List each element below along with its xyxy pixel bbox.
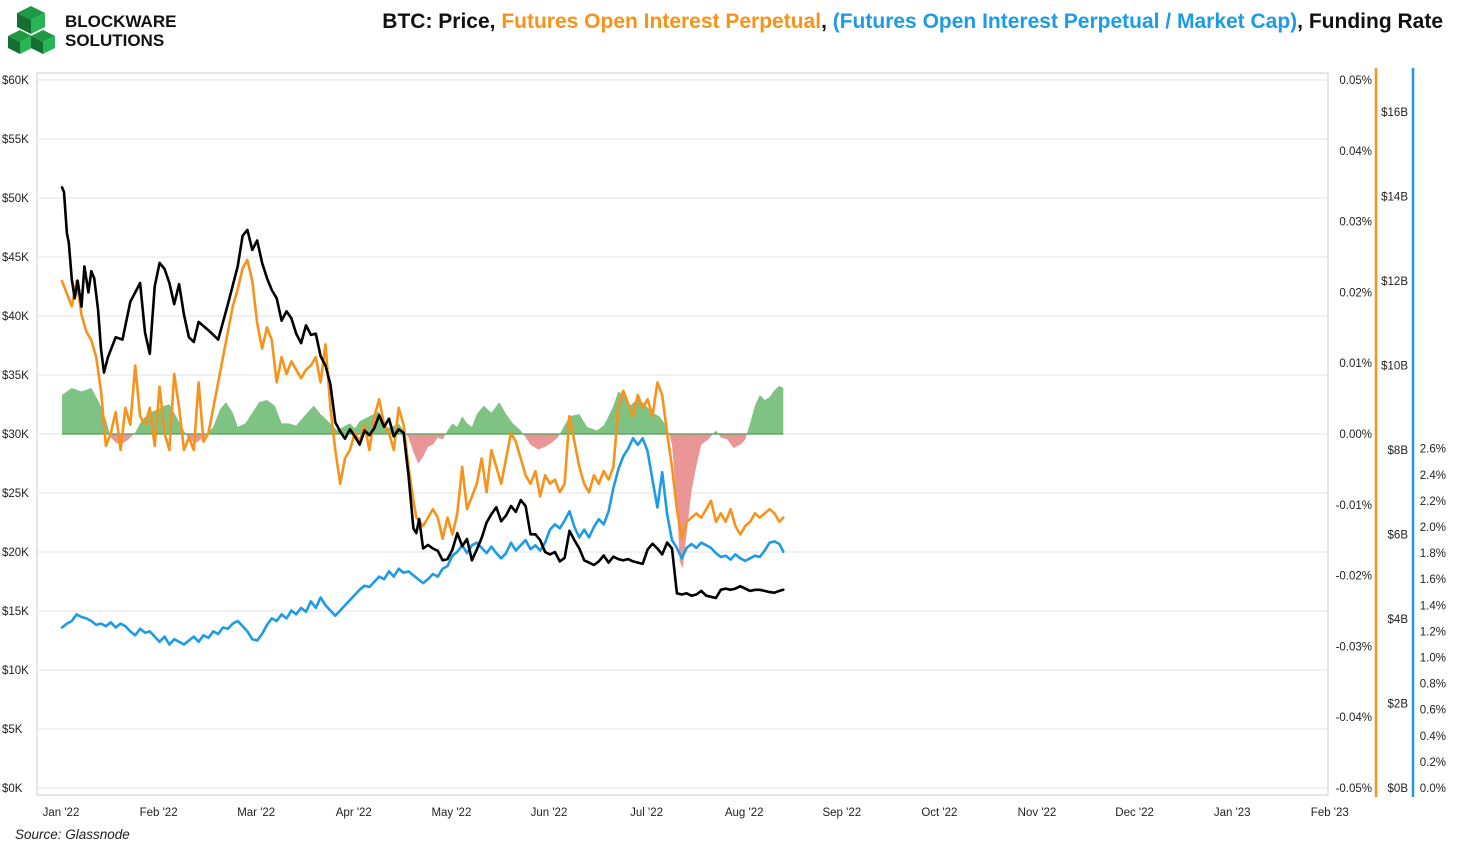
price-tick-label: $10K: [2, 665, 29, 677]
date-tick-label: Oct '22: [921, 807, 957, 819]
oi-mcap-tick-label: 2.2%: [1420, 496, 1446, 508]
price-tick-label: $40K: [2, 311, 29, 323]
open-interest-tick-label: $6B: [1388, 530, 1409, 542]
price-tick-label: $25K: [2, 488, 29, 500]
oi-mcap-tick-label: 0.6%: [1420, 705, 1446, 717]
date-tick-label: Feb '22: [140, 807, 178, 819]
open-interest-tick-label: $8B: [1388, 445, 1409, 457]
funding-tick-label: 0.04%: [1339, 146, 1372, 158]
cube-right: [20, 36, 32, 54]
funding-tick-label: 0.00%: [1339, 429, 1372, 441]
oi-mcap-line: [60, 437, 785, 646]
cube-right: [31, 13, 45, 34]
date-tick-label: Apr '22: [336, 807, 372, 819]
chart-title: BTC: Price, Futures Open Interest Perpet…: [382, 10, 1443, 33]
funding-tick-label: -0.02%: [1336, 571, 1372, 583]
oi-mcap-tick-label: 1.6%: [1420, 574, 1446, 586]
price-tick-label: $45K: [2, 252, 29, 264]
open-interest-axis: $0B $2B $4B $6B $8B $10B $12B $14B $16B: [1374, 68, 1409, 797]
oi-mcap-tick-label: 0.4%: [1420, 731, 1446, 743]
open-interest-tick-label: $12B: [1381, 276, 1408, 288]
price-axis: $0K $5K $10K $15K $20K $25K $30K $35K $40K $45K $5…: [2, 75, 29, 795]
oi-mcap-tick-label: 0.8%: [1420, 679, 1446, 691]
date-tick-label: Jan '23: [1214, 807, 1251, 819]
price-tick-label: $55K: [2, 134, 29, 146]
title-segment-4: , Funding Rate: [1297, 10, 1443, 33]
oi-mcap-tick-label: 1.0%: [1420, 653, 1446, 665]
date-tick-label: Nov '22: [1018, 807, 1057, 819]
title-segment-2: ,: [821, 10, 833, 33]
price-tick-label: $60K: [2, 75, 29, 87]
source-note: Source: Glassnode: [15, 827, 130, 842]
date-tick-label: Sep '22: [822, 807, 861, 819]
oi-mcap-axis: 0.0% 0.2% 0.4% 0.6% 0.8% 1.0% 1.2% 1.4% 1.6% 1.8%…: [1411, 68, 1446, 797]
open-interest-line: [60, 258, 785, 540]
date-tick-label: Mar '22: [237, 807, 275, 819]
oi-mcap-tick-label: 0.2%: [1420, 757, 1446, 769]
cube-left: [31, 36, 43, 54]
logo-line2: SOLUTIONS: [65, 31, 164, 50]
date-tick-label: May '22: [431, 807, 471, 819]
date-tick-label: Jun '22: [531, 807, 568, 819]
date-axis: Jan '22 Feb '22 Mar '22 Apr '22 May '22 Jun '…: [43, 807, 1349, 819]
blockware-logo: BLOCKWARE SOLUTIONS: [8, 6, 176, 54]
funding-tick-label: -0.01%: [1336, 500, 1372, 512]
open-interest-tick-label: $10B: [1381, 361, 1408, 373]
title-segment-3: (Futures Open Interest Perpetual / Marke…: [833, 10, 1297, 33]
open-interest-tick-label: $2B: [1388, 699, 1409, 711]
open-interest-tick-label: $16B: [1381, 107, 1408, 119]
funding-tick-label: 0.02%: [1339, 287, 1372, 299]
price-tick-label: $20K: [2, 547, 29, 559]
date-tick-label: Aug '22: [725, 807, 764, 819]
oi-mcap-tick-label: 2.6%: [1420, 444, 1446, 456]
cube-logo-icon: [8, 6, 55, 54]
funding-positive-area: [62, 385, 784, 434]
funding-tick-label: -0.04%: [1336, 712, 1372, 724]
cube-right: [43, 36, 55, 54]
funding-tick-label: -0.03%: [1336, 641, 1372, 653]
funding-rate-axis: -0.05% -0.04% -0.03% -0.02% -0.01% 0.00% 0.01%…: [1336, 75, 1372, 795]
price-tick-label: $50K: [2, 193, 29, 205]
cube-left: [17, 13, 31, 34]
funding-tick-label: 0.05%: [1339, 75, 1372, 87]
price-tick-label: $0K: [2, 783, 23, 795]
funding-tick-label: -0.05%: [1336, 783, 1372, 795]
price-tick-label: $35K: [2, 370, 29, 382]
open-interest-tick-label: $14B: [1381, 192, 1408, 204]
date-tick-label: Jan '22: [43, 807, 80, 819]
oi-mcap-tick-label: 1.2%: [1420, 626, 1446, 638]
date-tick-label: Dec '22: [1115, 807, 1154, 819]
open-interest-tick-label: $4B: [1388, 614, 1409, 626]
oi-mcap-tick-label: 0.0%: [1420, 783, 1446, 795]
oi-mcap-tick-label: 2.4%: [1420, 470, 1446, 482]
date-tick-label: Feb '23: [1311, 807, 1349, 819]
title-segment-0: BTC: Price,: [382, 10, 501, 33]
funding-tick-label: 0.03%: [1339, 217, 1372, 229]
open-interest-tick-label: $0B: [1388, 783, 1409, 795]
funding-rate-area: [62, 385, 784, 569]
oi-mcap-tick-label: 1.4%: [1420, 600, 1446, 612]
oi-mcap-tick-label: 1.8%: [1420, 548, 1446, 560]
title-segment-1: Futures Open Interest Perpetual: [501, 10, 821, 33]
series-lines: [60, 186, 785, 646]
price-tick-label: $30K: [2, 429, 29, 441]
logo-line1: BLOCKWARE: [65, 12, 176, 31]
oi-mcap-tick-label: 2.0%: [1420, 522, 1446, 534]
price-line: [60, 186, 785, 600]
funding-tick-label: 0.01%: [1339, 358, 1372, 370]
cube-left: [8, 36, 20, 54]
price-tick-label: $15K: [2, 606, 29, 618]
price-tick-label: $5K: [2, 724, 23, 736]
date-tick-label: Jul '22: [630, 807, 663, 819]
